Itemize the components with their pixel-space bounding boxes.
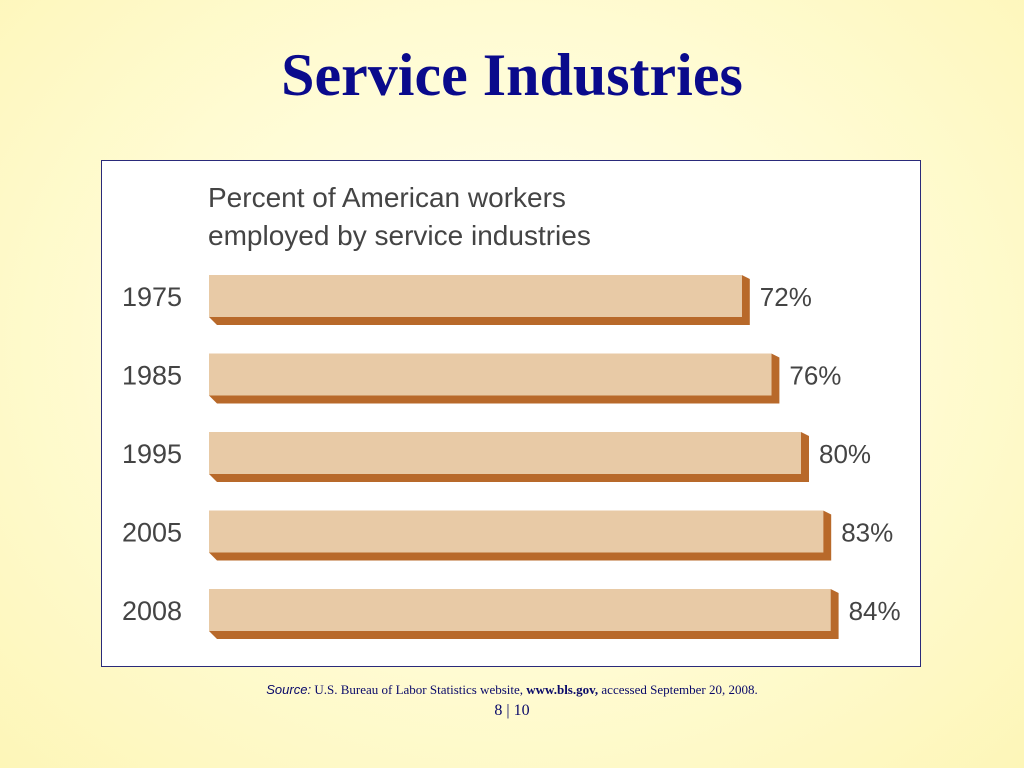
chart-title-line-1: Percent of American workers	[208, 182, 566, 213]
bar-shadow	[209, 275, 750, 325]
category-label-1975: 1975	[122, 282, 182, 312]
source-label: Source:	[266, 682, 312, 697]
bar-shadow	[209, 589, 839, 639]
category-label-1995: 1995	[122, 439, 182, 469]
chart-frame: 1975 72% 1985 76% 1995 80% 2005 83% 2008 84% Perc…	[101, 160, 921, 667]
slide-title: Service Industries	[281, 42, 743, 108]
category-label-1985: 1985	[122, 361, 182, 391]
bar-shadow	[209, 353, 780, 404]
data-label-1975: 72%	[760, 282, 812, 312]
chart-title: Percent of American workers employed by …	[208, 179, 591, 255]
bar-shadow	[209, 510, 832, 561]
bar-2008	[209, 589, 831, 631]
bar-2005	[209, 510, 824, 553]
bar-shadow	[209, 432, 809, 482]
bar-1985	[209, 353, 772, 396]
category-label-2005: 2005	[122, 518, 182, 548]
data-label-1985: 76%	[789, 361, 841, 391]
data-label-1995: 80%	[819, 439, 871, 469]
page-number: 8 | 10	[494, 702, 530, 719]
data-label-2005: 83%	[841, 518, 893, 548]
source-citation: Source: U.S. Bureau of Labor Statistics …	[0, 682, 1024, 698]
source-text-after: accessed September 20, 2008.	[601, 682, 758, 697]
category-label-2008: 2008	[122, 596, 182, 626]
source-text-before: U.S. Bureau of Labor Statistics website,	[314, 682, 524, 697]
bar-1995	[209, 432, 801, 474]
bar-1975	[209, 275, 742, 317]
bar-chart: 1975 72% 1985 76% 1995 80% 2005 83% 2008 84%	[122, 275, 901, 639]
chart-title-line-2: employed by service industries	[208, 220, 591, 251]
data-label-2008: 84%	[849, 596, 901, 626]
source-url-link[interactable]: www.bls.gov,	[526, 682, 599, 697]
